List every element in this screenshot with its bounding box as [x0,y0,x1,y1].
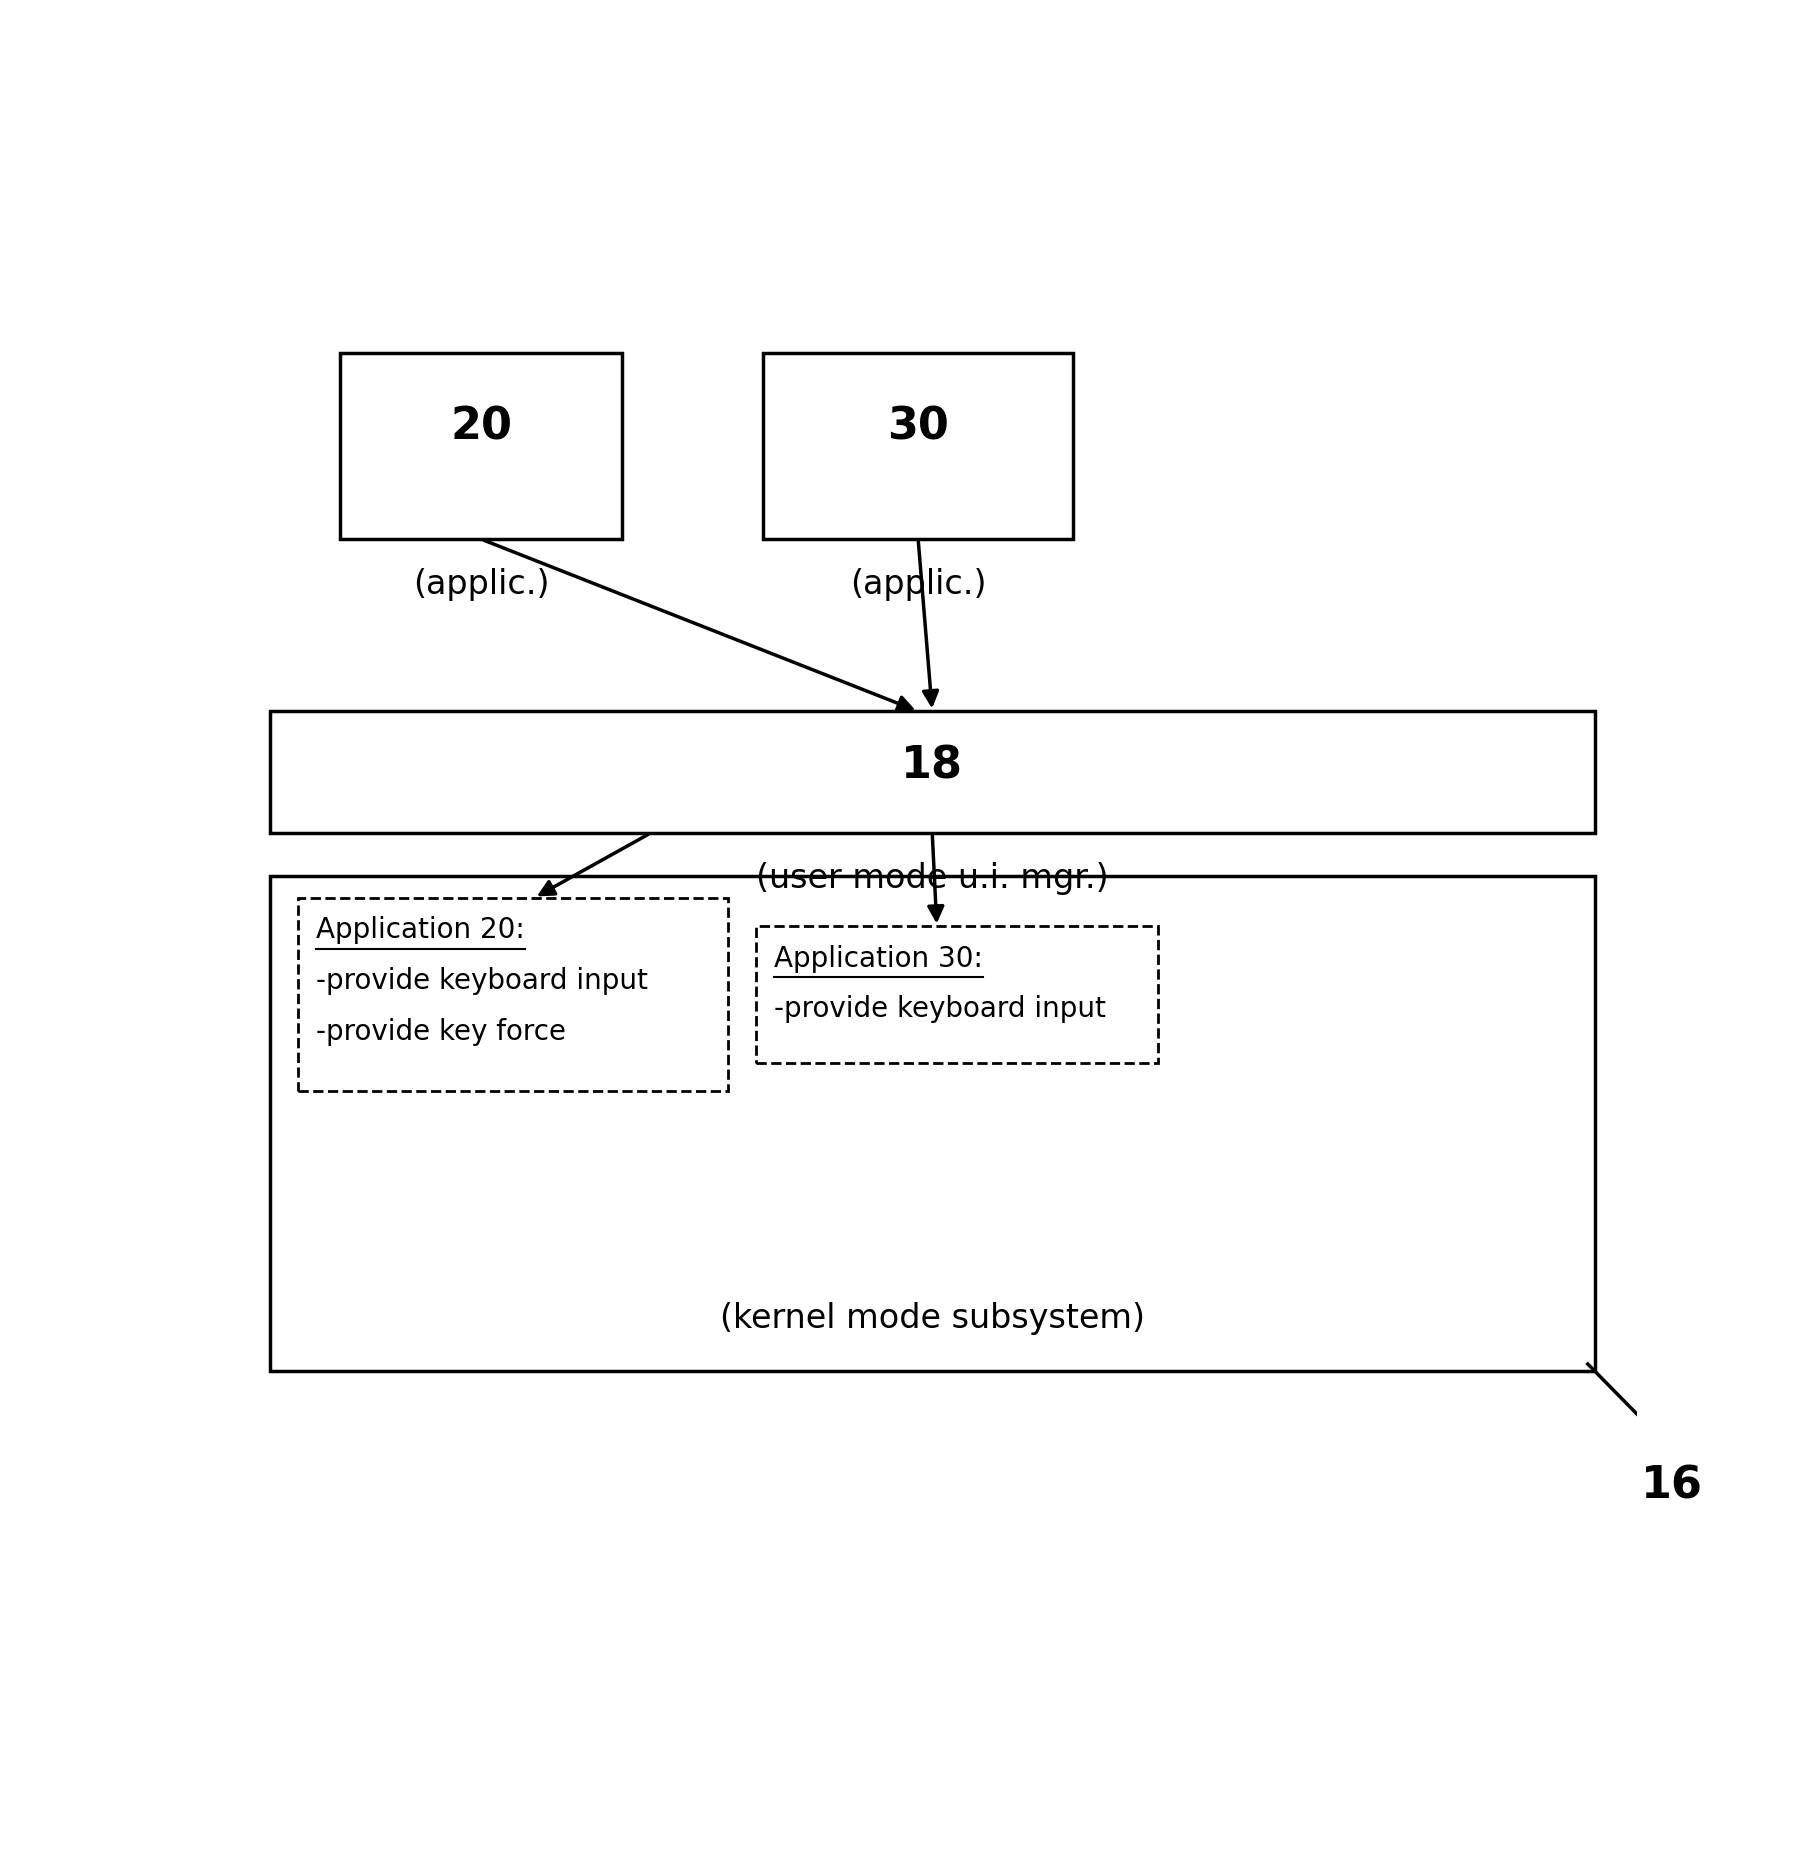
Bar [269,712,1595,833]
Text: 16: 16 [1641,1464,1703,1507]
Bar [762,352,1073,538]
Text: 18: 18 [900,745,964,788]
Bar [340,352,622,538]
Bar [298,898,728,1092]
Text: -provide key force: -provide key force [317,1019,566,1047]
Bar [757,926,1157,1062]
Text: 30: 30 [888,406,950,449]
Text: (kernel mode subsystem): (kernel mode subsystem) [720,1302,1144,1336]
Text: (applic.): (applic.) [413,568,549,602]
Text: -provide keyboard input: -provide keyboard input [775,995,1106,1023]
Text: Application 20:: Application 20: [317,917,526,945]
Text: Application 30:: Application 30: [775,945,984,972]
Bar [269,876,1595,1371]
Text: (user mode u.i. mgr.): (user mode u.i. mgr.) [757,863,1108,894]
Text: -provide keyboard input: -provide keyboard input [317,967,648,995]
Text: (applic.): (applic.) [849,568,986,602]
Text: 20: 20 [449,406,513,449]
